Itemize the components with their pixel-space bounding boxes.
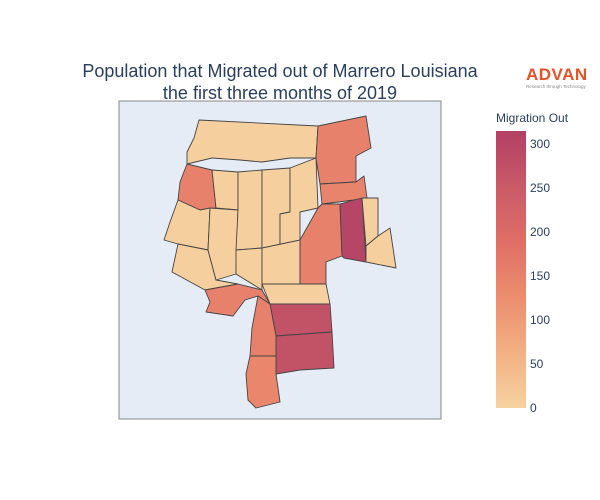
region-layer — [163, 115, 397, 409]
region-central-f[interactable] — [261, 239, 301, 285]
chart-title-line-1: Population that Migrated out of Marrero … — [82, 61, 478, 81]
region-north-east-strip[interactable] — [315, 115, 372, 185]
colorbar-tick-label: 150 — [530, 269, 550, 283]
colorbar-title: Migration Out — [496, 111, 569, 125]
region-east-highlight[interactable] — [339, 197, 367, 263]
colorbar-tick-label: 200 — [530, 225, 550, 239]
colorbar-tick-label: 250 — [530, 181, 550, 195]
region-south-left-2[interactable] — [245, 355, 281, 409]
region-east-tail[interactable] — [365, 227, 397, 269]
colorbar-tick-label: 300 — [530, 137, 550, 151]
region-central-a[interactable] — [207, 207, 239, 281]
colorbar-tick-label: 0 — [530, 401, 537, 415]
region-north-large[interactable] — [186, 119, 319, 165]
region-central-b[interactable] — [235, 169, 263, 251]
region-east-col[interactable] — [299, 203, 343, 285]
chart-title: Population that Migrated out of Marrero … — [40, 60, 520, 104]
region-southwest-strip[interactable] — [204, 283, 271, 317]
colorbar — [496, 131, 526, 408]
colorbar-ticks: 0 50 100 150 200 250 300 — [530, 137, 550, 415]
region-west-upper[interactable] — [211, 169, 239, 211]
advan-logo: ADVAN Research through Technology — [526, 66, 596, 90]
region-south-b[interactable] — [275, 331, 335, 375]
colorbar-tick-label: 100 — [530, 313, 550, 327]
logo-wordmark: ADVAN — [526, 65, 588, 84]
region-south-bar[interactable] — [261, 283, 331, 305]
chart-title-line-2: the first three months of 2019 — [162, 83, 398, 103]
colorbar-tick-label: 50 — [530, 357, 544, 371]
region-south-a[interactable] — [269, 303, 333, 337]
logo-tagline: Research through Technology — [526, 84, 586, 89]
